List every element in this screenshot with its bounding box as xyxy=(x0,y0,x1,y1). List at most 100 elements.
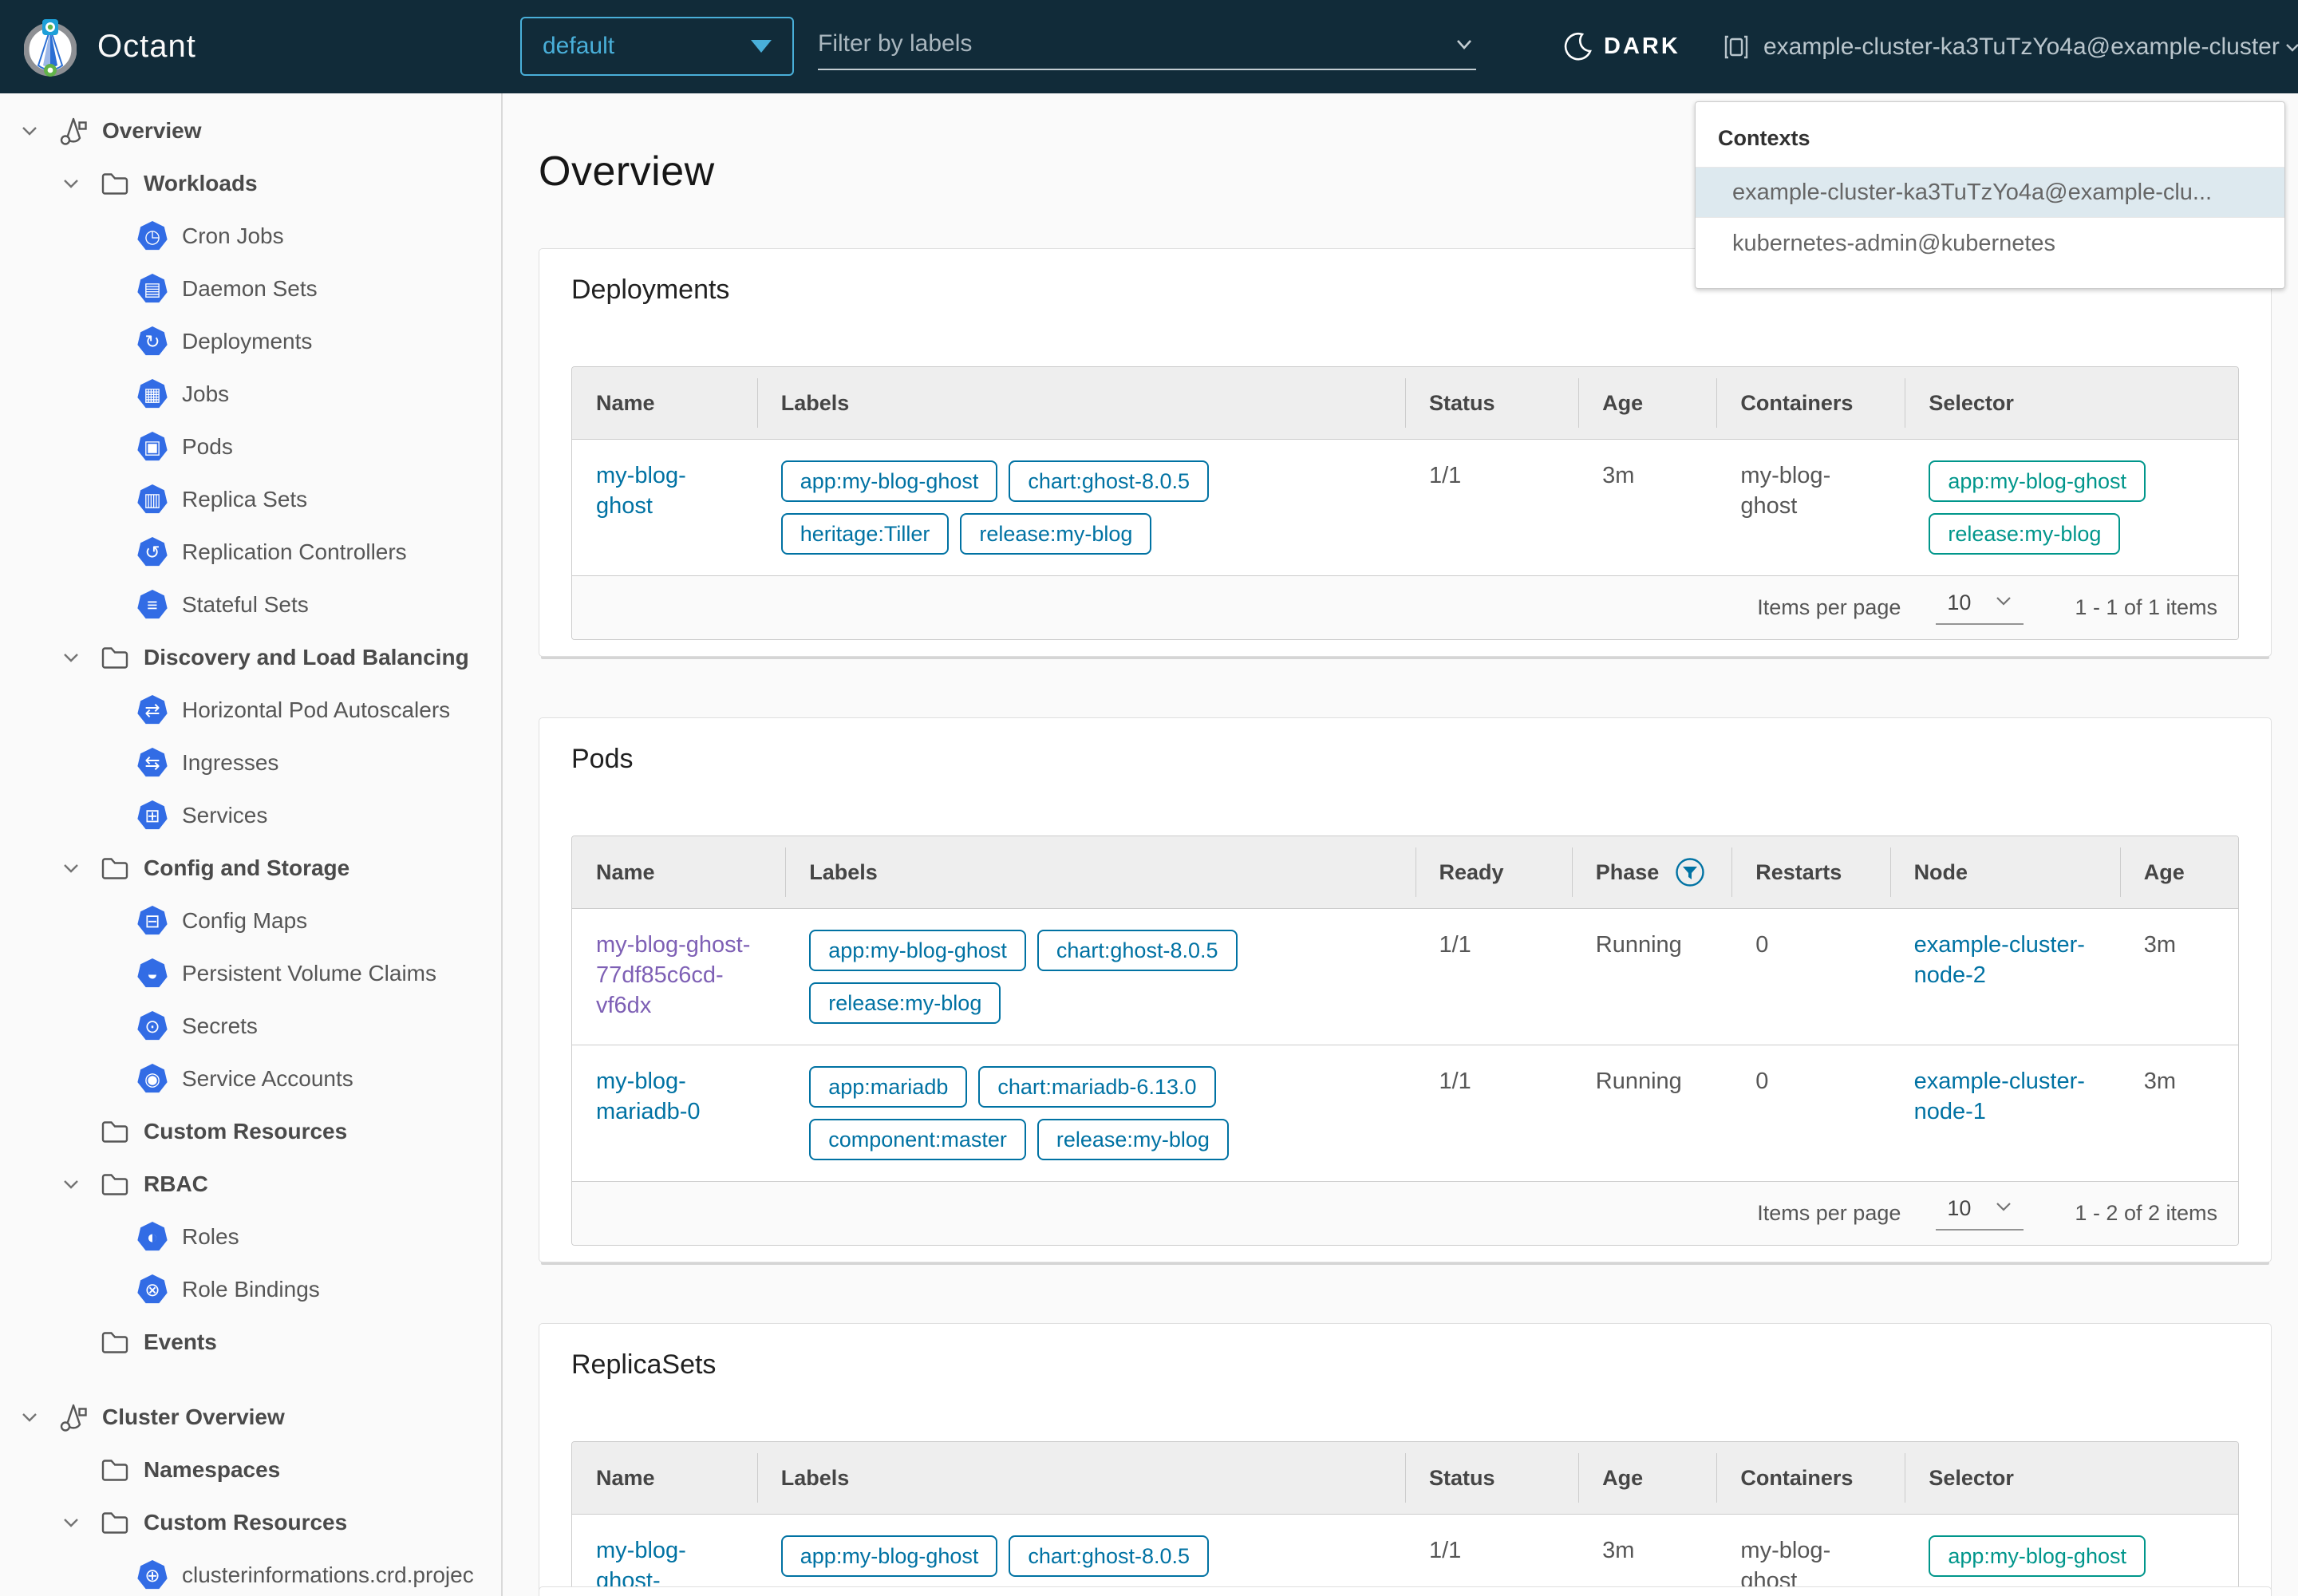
items-per-page-select[interactable]: 10 xyxy=(1936,1196,2024,1231)
sidebar-item-discovery-and-load-balancing[interactable]: Discovery and Load Balancing xyxy=(0,631,501,684)
items-per-page-select[interactable]: 10 xyxy=(1936,591,2024,625)
cell-text: 3m xyxy=(1602,463,1635,488)
label-tag[interactable]: chart:ghost-8.0.5 xyxy=(1009,460,1210,502)
column-header-age[interactable]: Age xyxy=(1578,1442,1716,1514)
resource-link[interactable]: my-blog-mariadb-0 xyxy=(596,1069,701,1124)
ingresses-icon: ⇆ xyxy=(137,748,168,777)
column-header-status[interactable]: Status xyxy=(1404,367,1578,439)
cell-text: Running xyxy=(1595,1069,1682,1094)
sidebar-item-workloads[interactable]: Workloads xyxy=(0,157,501,210)
column-header-selector[interactable]: Selector xyxy=(1905,367,2238,439)
resource-link[interactable]: example-cluster-node-2 xyxy=(1913,932,2085,988)
sidebar-item-stateful-sets[interactable]: ≡ Stateful Sets xyxy=(0,579,501,631)
label-tag[interactable]: app:my-blog-ghost xyxy=(780,460,998,502)
sidebar-item-persistent-volume-claims[interactable]: ◒ Persistent Volume Claims xyxy=(0,947,501,1000)
sidebar-item-daemon-sets[interactable]: ▤ Daemon Sets xyxy=(0,263,501,315)
sidebar-item-label: Role Bindings xyxy=(182,1277,320,1302)
folder-icon xyxy=(99,1116,131,1148)
sidebar-item-replica-sets[interactable]: ▥ Replica Sets xyxy=(0,473,501,526)
sidebar-item-jobs[interactable]: ▦ Jobs xyxy=(0,368,501,421)
label-tag[interactable]: app:my-blog-ghost xyxy=(809,930,1026,971)
sidebar-item-events[interactable]: Events xyxy=(0,1316,501,1369)
sidebar-item-deployments[interactable]: ↻ Deployments xyxy=(0,315,501,368)
resource-link[interactable]: my-blog-ghost-77df85c6cd-vf6dx xyxy=(596,932,751,1018)
column-header-containers[interactable]: Containers xyxy=(1716,367,1905,439)
sidebar-item-config-and-storage[interactable]: Config and Storage xyxy=(0,842,501,895)
sidebar-item-replication-controllers[interactable]: ↺ Replication Controllers xyxy=(0,526,501,579)
column-header-containers[interactable]: Containers xyxy=(1716,1442,1905,1514)
resource-link[interactable]: my-blog-ghost xyxy=(596,463,686,519)
column-header-phase[interactable]: Phase xyxy=(1571,836,1731,908)
context-switcher[interactable]: example-cluster-ka3TuTzYo4a@example-clus… xyxy=(1722,0,2298,93)
sidebar-item-horizontal-pod-autoscalers[interactable]: ⇄ Horizontal Pod Autoscalers xyxy=(0,684,501,737)
column-header-selector[interactable]: Selector xyxy=(1905,1442,2238,1514)
sidebar-item-rbac[interactable]: RBAC xyxy=(0,1158,501,1211)
column-header-name[interactable]: Name xyxy=(572,367,757,439)
selector-tag[interactable]: app:my-blog-ghost xyxy=(1929,460,2146,502)
sidebar-item-label: Replication Controllers xyxy=(182,539,407,564)
column-header-restarts[interactable]: Restarts xyxy=(1731,836,1889,908)
column-header-label: Status xyxy=(1428,1466,1495,1490)
chevron-down-icon[interactable] xyxy=(18,119,41,143)
label-tag[interactable]: chart:ghost-8.0.5 xyxy=(1009,1535,1210,1577)
sidebar-item-cron-jobs[interactable]: ◷ Cron Jobs xyxy=(0,210,501,263)
label-tag[interactable]: chart:mariadb-6.13.0 xyxy=(978,1066,1216,1108)
context-option[interactable]: example-cluster-ka3TuTzYo4a@example-clu.… xyxy=(1696,167,2284,218)
chevron-down-icon[interactable] xyxy=(59,172,83,196)
column-header-name[interactable]: Name xyxy=(572,836,785,908)
column-header-ready[interactable]: Ready xyxy=(1415,836,1572,908)
sidebar-item-custom-resources[interactable]: Custom Resources xyxy=(0,1105,501,1158)
column-header-labels[interactable]: Labels xyxy=(785,836,1415,908)
label-tag[interactable]: app:my-blog-ghost xyxy=(780,1535,998,1577)
resource-link[interactable]: example-cluster-node-1 xyxy=(1913,1069,2085,1124)
label-tag[interactable]: component:master xyxy=(809,1119,1026,1160)
namespace-select[interactable]: default xyxy=(520,17,794,76)
chevron-down-icon[interactable] xyxy=(59,856,83,880)
sidebar-item-role-bindings[interactable]: ⊗ Role Bindings xyxy=(0,1263,501,1316)
label-tag[interactable]: chart:ghost-8.0.5 xyxy=(1036,930,1238,971)
selector-tag[interactable]: app:my-blog-ghost xyxy=(1929,1535,2146,1577)
column-header-labels[interactable]: Labels xyxy=(756,367,1405,439)
chevron-down-icon[interactable] xyxy=(1452,32,1476,56)
sidebar-item-pods[interactable]: ▣ Pods xyxy=(0,421,501,473)
label-tag[interactable]: release:my-blog xyxy=(1036,1119,1229,1160)
selector-tag[interactable]: release:my-blog xyxy=(1929,513,2121,555)
sidebar-item-clusterinformations-crd-projec[interactable]: ⊕ clusterinformations.crd.projec xyxy=(0,1549,501,1596)
chevron-down-icon[interactable] xyxy=(59,1511,83,1535)
sidebar-item-ingresses[interactable]: ⇆ Ingresses xyxy=(0,737,501,789)
services-icon: ⊞ xyxy=(137,800,168,830)
dark-theme-toggle[interactable]: DARK xyxy=(1562,0,1680,93)
sidebar-item-config-maps[interactable]: ⊟ Config Maps xyxy=(0,895,501,947)
label-tag[interactable]: heritage:Tiller xyxy=(780,513,950,555)
column-header-status[interactable]: Status xyxy=(1404,1442,1578,1514)
label-tag[interactable]: release:my-blog xyxy=(960,513,1152,555)
column-header-name[interactable]: Name xyxy=(572,1442,757,1514)
chevron-down-icon[interactable] xyxy=(59,1172,83,1196)
sidebar-item-services[interactable]: ⊞ Services xyxy=(0,789,501,842)
sidebar-item-overview[interactable]: Overview xyxy=(0,105,501,157)
sidebar-item-secrets[interactable]: ⊙ Secrets xyxy=(0,1000,501,1053)
sidebar-item-custom-resources[interactable]: Custom Resources xyxy=(0,1496,501,1549)
sidebar-item-roles[interactable]: ◐ Roles xyxy=(0,1211,501,1263)
sidebar-item-label: Config Maps xyxy=(182,908,308,933)
column-header-labels[interactable]: Labels xyxy=(756,1442,1405,1514)
table-row: my-blog-mariadb-0 app:mariadb chart:mariad… xyxy=(572,1045,2238,1182)
column-header-age[interactable]: Age xyxy=(2119,836,2238,908)
label-tag[interactable]: app:mariadb xyxy=(809,1066,968,1108)
column-header-age[interactable]: Age xyxy=(1578,367,1716,439)
label-filter xyxy=(818,19,1476,70)
sidebar-item-cluster-overview[interactable]: Cluster Overview xyxy=(0,1391,501,1444)
filter-input[interactable] xyxy=(818,30,1452,57)
column-header-node[interactable]: Node xyxy=(1889,836,2120,908)
datagrid: Name Labels Status Age Containers Select… xyxy=(571,366,2239,640)
phase-filter-icon[interactable] xyxy=(1675,857,1705,887)
cell-name: example-cluster-node-1 xyxy=(1890,1045,2120,1181)
context-option[interactable]: kubernetes-admin@kubernetes xyxy=(1732,230,2056,256)
sidebar-item-namespaces[interactable]: Namespaces xyxy=(0,1444,501,1496)
column-header-label: Name xyxy=(596,860,655,884)
table-row: my-blog-ghost-77df85c6cd app:my-blog-ghos… xyxy=(572,1515,2238,1596)
label-tag[interactable]: release:my-blog xyxy=(809,982,1001,1024)
chevron-down-icon[interactable] xyxy=(59,646,83,670)
sidebar-item-service-accounts[interactable]: ◉ Service Accounts xyxy=(0,1053,501,1105)
chevron-down-icon[interactable] xyxy=(18,1405,41,1429)
